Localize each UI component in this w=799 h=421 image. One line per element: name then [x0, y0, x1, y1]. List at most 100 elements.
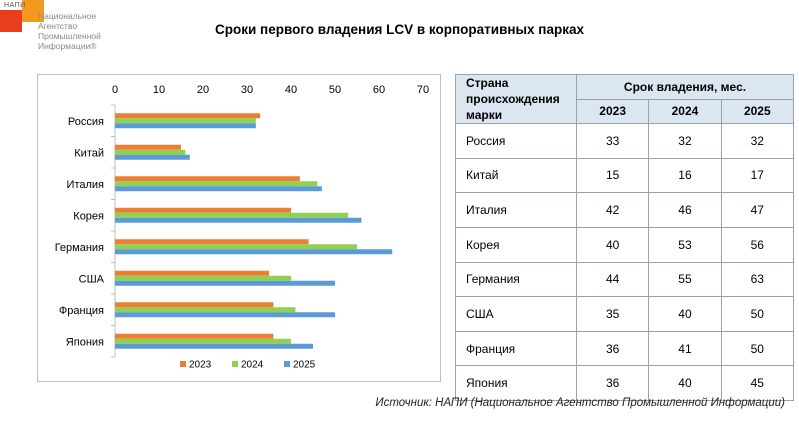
- table-cell-value: 56: [720, 226, 795, 263]
- bar-2025: [115, 154, 190, 160]
- napi-logo: НАПИ Национальное Агентство Промышленной…: [0, 0, 120, 56]
- header-year: 2025: [720, 98, 795, 124]
- table-cell-value: 33: [575, 123, 650, 159]
- logo-line: Национальное: [38, 11, 97, 21]
- category-label: Китай: [74, 147, 104, 159]
- bar-2025: [115, 123, 256, 129]
- legend-swatch-2023: [180, 361, 186, 367]
- table-cell-value: 42: [575, 192, 650, 228]
- table-cell-value: 46: [648, 192, 722, 228]
- table-row: Корея 40 53 56: [455, 226, 795, 263]
- table-cell-value: 45: [720, 365, 795, 401]
- bar-2023: [115, 176, 300, 182]
- legend-label: 2025: [293, 360, 316, 371]
- bar-2023: [115, 144, 181, 150]
- bar-2023: [115, 207, 291, 213]
- ownership-table: Страна происхождения марки Срок владения…: [455, 74, 795, 401]
- logo-line: Агентство: [38, 21, 78, 31]
- table-row: США 35 40 50: [455, 296, 795, 332]
- table-cell-country: Франция: [455, 330, 577, 367]
- bar-2025: [115, 186, 322, 192]
- logo-red-square: [0, 10, 22, 32]
- bar-2024: [115, 338, 291, 344]
- page-title: Сроки первого владения LCV в корпоративн…: [215, 22, 584, 37]
- bar-2023: [115, 239, 309, 245]
- source-note: Источник: НАПИ (Национальное Агентство П…: [375, 397, 785, 409]
- logo-line: Промышленной: [38, 31, 101, 41]
- bar-2025: [115, 343, 313, 349]
- table-cell-country: Япония: [455, 365, 577, 401]
- bar-2023: [115, 270, 269, 276]
- bar-2024: [115, 181, 318, 187]
- logo-orange-square: [22, 0, 44, 22]
- table-cell-value: 47: [720, 192, 795, 228]
- table-cell-value: 41: [648, 330, 722, 367]
- table-body: Россия 33 32 32 Китай 15 16 17 Италия 42 46 47 Корея…: [455, 123, 795, 401]
- table-row: Франция 36 41 50: [455, 330, 795, 367]
- bar-2024: [115, 212, 349, 218]
- table-cell-value: 50: [720, 296, 795, 332]
- table-row: Германия 44 55 63: [455, 261, 795, 298]
- logo-line: Информации®: [38, 41, 97, 51]
- logo-text: Национальное Агентство Промышленной Инфо…: [38, 11, 101, 51]
- bar-2025: [115, 249, 393, 255]
- header-year: 2023: [575, 98, 650, 124]
- table-cell-country: Корея: [455, 226, 577, 263]
- category-label: Германия: [55, 242, 104, 254]
- category-label: США: [79, 273, 105, 285]
- table-row: Италия 42 46 47: [455, 192, 795, 228]
- category-label: Италия: [67, 179, 105, 191]
- bar-2023: [115, 113, 261, 119]
- x-tick-label: 50: [329, 84, 341, 96]
- table-cell-value: 32: [648, 123, 722, 159]
- bar-2024: [115, 275, 291, 281]
- bar-2025: [115, 312, 335, 318]
- legend-swatch-2024: [232, 361, 238, 367]
- table-cell-value: 17: [720, 157, 795, 194]
- x-tick-label: 20: [197, 84, 209, 96]
- bar-2024: [115, 118, 256, 124]
- table-cell-country: Германия: [455, 261, 577, 298]
- table-cell-value: 36: [575, 330, 650, 367]
- legend-swatch-2025: [284, 361, 290, 367]
- table-cell-country: Китай: [455, 157, 577, 194]
- bar-2025: [115, 217, 362, 223]
- category-label: Франция: [59, 305, 104, 317]
- bar-chart-svg: 0 10 20 30 40 50 60 70 Россия Китай Италия Корея Гер…: [55, 84, 429, 371]
- x-tick-label: 30: [241, 84, 253, 96]
- header-country: Страна происхождения марки: [455, 74, 577, 124]
- table-cell-value: 32: [720, 123, 795, 159]
- table-cell-value: 15: [575, 157, 650, 194]
- x-tick-label: 70: [417, 84, 429, 96]
- table-cell-value: 55: [648, 261, 722, 298]
- bar-2023: [115, 302, 274, 308]
- table-cell-value: 53: [648, 226, 722, 263]
- table-cell-country: США: [455, 296, 577, 332]
- table-cell-value: 63: [720, 261, 795, 298]
- category-label: Корея: [73, 210, 104, 222]
- x-tick-label: 60: [373, 84, 385, 96]
- table-row: Россия 33 32 32: [455, 123, 795, 159]
- bar-2023: [115, 333, 274, 339]
- x-tick-label: 10: [153, 84, 165, 96]
- bar-chart: 0 10 20 30 40 50 60 70 Россия Китай Италия Корея Гер…: [37, 74, 441, 382]
- table-cell-value: 40: [575, 226, 650, 263]
- table-row: Япония 36 40 45: [455, 365, 795, 401]
- table-cell-value: 50: [720, 330, 795, 367]
- legend-label: 2024: [241, 360, 264, 371]
- x-tick-label: 40: [285, 84, 297, 96]
- table-cell-country: Россия: [455, 123, 577, 159]
- bar-2024: [115, 307, 296, 313]
- bar-2024: [115, 244, 357, 250]
- x-tick-label: 0: [112, 84, 118, 96]
- table-cell-value: 36: [575, 365, 650, 401]
- legend-label: 2023: [189, 360, 212, 371]
- category-label: Россия: [68, 116, 104, 128]
- header-period: Срок владения, мес.: [576, 74, 794, 100]
- table-cell-value: 35: [575, 296, 650, 332]
- table-cell-value: 44: [575, 261, 650, 298]
- table-row: Китай 15 16 17: [455, 157, 795, 194]
- table-cell-value: 40: [648, 365, 722, 401]
- logo-abbreviation: НАПИ: [4, 2, 26, 9]
- table-cell-value: 40: [648, 296, 722, 332]
